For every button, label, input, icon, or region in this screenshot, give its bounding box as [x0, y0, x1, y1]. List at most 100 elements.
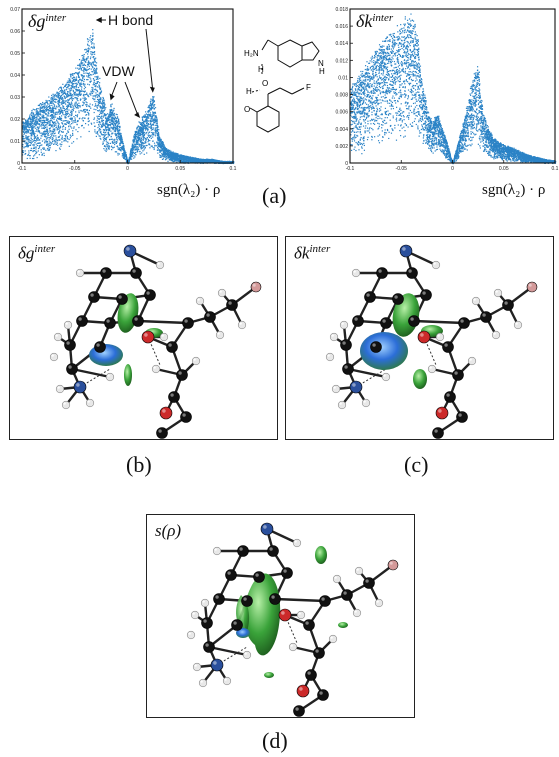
- scatter-point: [69, 137, 72, 139]
- scatter-point: [135, 141, 137, 143]
- scatter-point: [27, 139, 29, 141]
- scatter-point: [88, 120, 90, 122]
- scatter-point: [43, 148, 46, 150]
- scatter-point: [34, 154, 36, 156]
- scatter-point: [156, 127, 158, 129]
- scatter-point: [68, 94, 70, 96]
- scatter-point: [157, 131, 160, 133]
- scatter-point: [69, 93, 71, 95]
- scatter-point: [125, 160, 128, 162]
- scatter-point: [48, 142, 50, 144]
- scatter-point: [119, 149, 122, 151]
- scatter-point: [121, 140, 123, 142]
- scatter-point: [145, 133, 147, 135]
- scatter-point: [57, 111, 59, 113]
- scatter-point: [70, 111, 73, 113]
- scatter-point: [115, 134, 117, 136]
- scatter-point: [75, 114, 77, 117]
- scatter-point: [149, 139, 151, 142]
- scatter-point: [84, 49, 86, 51]
- scatter-point: [114, 132, 116, 135]
- scatter-point: [67, 138, 69, 140]
- scatter-point: [40, 121, 42, 123]
- scatter-point: [205, 161, 208, 163]
- scatter-point: [108, 134, 110, 137]
- scatter-point: [83, 71, 85, 73]
- scatter-point: [92, 29, 94, 31]
- scatter-point: [93, 64, 95, 66]
- scatter-point: [151, 117, 153, 119]
- scatter-point: [35, 120, 37, 122]
- scatter-point: [32, 120, 34, 123]
- scatter-point: [149, 108, 151, 110]
- scatter-point: [66, 96, 68, 98]
- scatter-point: [115, 141, 117, 143]
- scatter-point: [156, 120, 158, 122]
- scatter-point: [120, 134, 122, 136]
- scatter-point: [154, 131, 157, 133]
- scatter-point: [57, 93, 59, 96]
- scatter-point: [36, 138, 38, 141]
- scatter-point: [36, 111, 38, 113]
- scatter-point: [58, 113, 60, 115]
- scatter-point: [96, 67, 98, 69]
- scatter-point: [30, 126, 32, 128]
- scatter-point: [50, 142, 52, 144]
- scatter-point: [164, 149, 167, 151]
- scatter-point: [158, 139, 161, 141]
- scatter-point: [23, 127, 25, 130]
- scatter-point: [142, 127, 144, 129]
- scatter-point: [60, 86, 62, 88]
- scatter-point: [84, 99, 86, 101]
- scatter-point: [64, 91, 66, 94]
- scatter-point: [170, 153, 172, 155]
- scatter-point: [47, 109, 49, 111]
- scatter-point: [61, 136, 63, 138]
- scatter-point: [22, 151, 24, 154]
- scatter-point: [97, 133, 99, 135]
- scatter-point: [130, 158, 133, 160]
- scatter-point: [110, 118, 112, 120]
- scatter-point: [138, 126, 140, 128]
- scatter-point: [36, 118, 38, 120]
- scatter-point: [141, 116, 143, 118]
- scatter-point: [29, 124, 31, 126]
- scatter-point: [72, 106, 75, 108]
- scatter-point: [102, 116, 105, 118]
- scatter-point: [49, 110, 51, 112]
- scatter-point: [117, 130, 119, 132]
- scatter-point: [144, 147, 146, 149]
- scatter-point: [185, 160, 187, 162]
- scatter-point: [175, 157, 177, 160]
- scatter-point: [56, 142, 58, 144]
- scatter-point: [57, 132, 60, 134]
- scatter-point: [32, 140, 35, 142]
- scatter-point: [155, 115, 157, 117]
- scatter-point: [57, 136, 59, 138]
- scatter-point: [144, 137, 147, 140]
- scatter-point: [66, 110, 69, 113]
- scatter-point: [51, 94, 53, 97]
- scatter-point: [134, 148, 136, 150]
- scatter-point: [145, 122, 148, 125]
- scatter-point: [37, 114, 39, 117]
- scatter-point: [150, 127, 152, 129]
- scatter-point: [114, 142, 116, 144]
- scatter-point: [73, 76, 75, 78]
- scatter-point: [60, 145, 62, 147]
- scatter-point: [184, 156, 186, 158]
- scatter-point: [85, 101, 87, 103]
- scatter-point: [93, 70, 95, 72]
- scatter-point: [116, 128, 118, 130]
- scatter-point: [151, 106, 153, 108]
- scatter-point: [123, 149, 125, 151]
- scatter-point: [56, 91, 58, 94]
- scatter-point: [95, 89, 97, 91]
- scatter-point: [147, 123, 149, 125]
- scatter-point: [173, 158, 175, 160]
- scatter-point: [142, 132, 144, 134]
- scatter-point: [173, 155, 176, 157]
- scatter-point: [136, 128, 138, 130]
- scatter-point: [58, 98, 60, 100]
- scatter-point: [70, 92, 72, 95]
